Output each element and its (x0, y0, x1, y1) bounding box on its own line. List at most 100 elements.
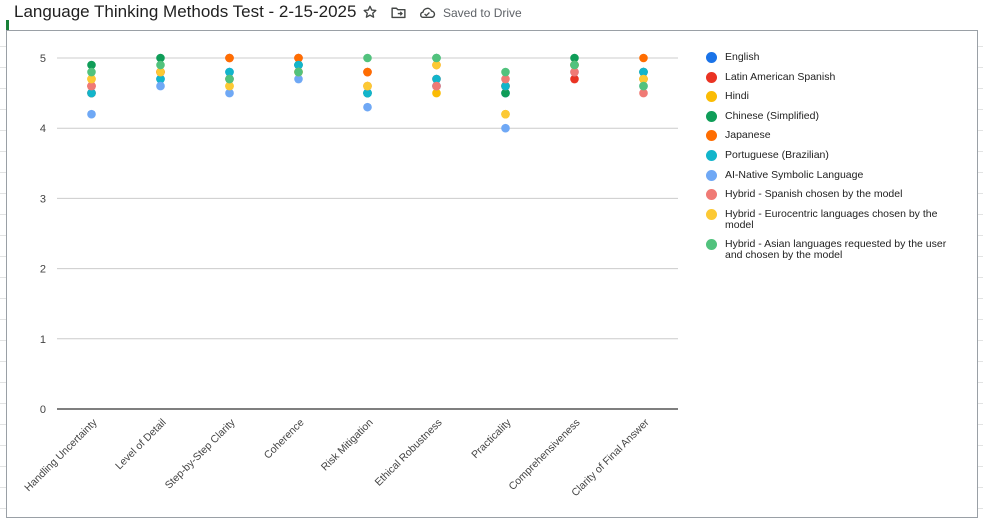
x-tick-label-1: Level of Detail (113, 417, 169, 473)
legend-marker-0 (706, 52, 717, 63)
legend-marker-2 (706, 91, 717, 103)
data-point-s9-c2[interactable] (225, 74, 234, 84)
legend-label-1: Latin American Spanish (725, 70, 836, 83)
legend-item-6[interactable]: AI-Native Symbolic Language (706, 168, 966, 181)
data-point-s4-c4[interactable] (363, 67, 372, 77)
data-point-s7-c8[interactable] (639, 88, 648, 98)
data-point-s9-c7[interactable] (570, 60, 579, 70)
data-point-s1-c7[interactable] (570, 74, 579, 84)
data-point-s8-c0[interactable] (87, 74, 96, 84)
data-point-s3-c7[interactable] (570, 53, 579, 63)
data-point-s8-c4[interactable] (363, 81, 372, 91)
legend-label-4: Japanese (725, 129, 771, 142)
data-point-s6-c0[interactable] (87, 109, 96, 119)
legend-marker-7 (706, 189, 717, 201)
legend-item-0[interactable]: English (706, 52, 966, 63)
legend-marker-6 (706, 169, 717, 181)
x-tick-label-6: Practicality (469, 416, 514, 461)
data-point-s5-c5[interactable] (432, 74, 441, 84)
x-tick-label-5: Ethical Robustness (373, 417, 445, 489)
data-point-s7-c0[interactable] (87, 81, 96, 91)
x-tick-label-4: Risk Mitigation (319, 417, 376, 474)
data-point-s7-c5[interactable] (432, 81, 441, 91)
data-point-s4-c8[interactable] (639, 53, 648, 63)
chart-container[interactable] (6, 30, 978, 518)
legend-marker-8 (706, 208, 717, 220)
data-point-s9-c8[interactable] (639, 81, 648, 91)
document-header: Language Thinking Methods Test - 2-15-20… (0, 0, 983, 26)
legend-item-2[interactable]: Hindi (706, 90, 966, 103)
data-point-s6-c6[interactable] (501, 123, 510, 133)
legend-label-8: Hybrid - Eurocentric languages chosen by… (725, 207, 938, 231)
x-tick-label-7: Comprehensiveness (506, 417, 582, 493)
legend-label-7: Hybrid - Spanish chosen by the model (725, 188, 903, 201)
legend-item-7[interactable]: Hybrid - Spanish chosen by the model (706, 188, 966, 201)
data-point-s3-c1[interactable] (156, 53, 165, 63)
legend-marker-4 (706, 130, 717, 142)
data-point-s5-c3[interactable] (294, 60, 303, 70)
legend-marker-5 (706, 149, 717, 161)
y-tick-label-2: 2 (40, 264, 46, 276)
data-point-s8-c6[interactable] (501, 109, 510, 119)
data-point-s9-c0[interactable] (87, 67, 96, 77)
data-point-s5-c2[interactable] (225, 67, 234, 77)
data-point-s5-c8[interactable] (639, 67, 648, 77)
x-tick-label-3: Coherence (262, 417, 307, 462)
legend-item-9[interactable]: Hybrid - Asian languages requested by th… (706, 239, 966, 261)
data-point-s7-c7[interactable] (570, 67, 579, 77)
legend-label-5: Portuguese (Brazilian) (725, 148, 829, 161)
legend-item-3[interactable]: Chinese (Simplified) (706, 109, 966, 122)
y-tick-label-4: 4 (40, 123, 46, 135)
y-tick-label-1: 1 (40, 334, 46, 346)
data-point-s4-c3[interactable] (294, 53, 303, 63)
data-point-s6-c2[interactable] (225, 88, 234, 98)
data-point-s2-c5[interactable] (432, 88, 441, 98)
data-point-s5-c4[interactable] (363, 88, 372, 98)
x-tick-label-8: Clarity of Final Answer (569, 416, 652, 499)
data-point-s6-c1[interactable] (156, 81, 165, 91)
legend-label-6: AI-Native Symbolic Language (725, 168, 864, 181)
legend-label-9: Hybrid - Asian languages requested by th… (725, 238, 947, 262)
chart-legend: English Latin American Spanish Hindi Chines… (706, 52, 966, 270)
legend-label-2: Hindi (725, 90, 749, 103)
data-point-s8-c1[interactable] (156, 67, 165, 77)
data-point-s5-c6[interactable] (501, 81, 510, 91)
data-point-s4-c2[interactable] (225, 53, 234, 63)
legend-item-4[interactable]: Japanese (706, 129, 966, 142)
y-tick-label-5: 5 (40, 53, 46, 65)
selection-indicator (6, 20, 9, 34)
y-tick-label-0: 0 (40, 404, 46, 416)
data-point-s3-c0[interactable] (87, 60, 96, 70)
save-status: Saved to Drive (443, 6, 522, 20)
data-point-s9-c5[interactable] (432, 53, 441, 63)
data-point-s6-c3[interactable] (294, 74, 303, 84)
legend-label-0: English (725, 51, 760, 63)
data-point-s9-c4[interactable] (363, 53, 372, 63)
x-tick-label-0: Handling Uncertainty (22, 416, 100, 494)
legend-marker-1 (706, 71, 717, 83)
legend-item-1[interactable]: Latin American Spanish (706, 70, 966, 83)
legend-marker-3 (706, 110, 717, 122)
data-point-s8-c2[interactable] (225, 81, 234, 91)
data-point-s3-c6[interactable] (501, 88, 510, 98)
data-point-s6-c4[interactable] (363, 102, 372, 112)
data-point-s8-c5[interactable] (432, 60, 441, 70)
data-point-s9-c6[interactable] (501, 67, 510, 77)
data-point-s5-c0[interactable] (87, 88, 96, 98)
document-title[interactable]: Language Thinking Methods Test - 2-15-20… (14, 2, 357, 21)
data-point-s9-c3[interactable] (294, 67, 303, 77)
y-tick-label-3: 3 (40, 193, 46, 205)
legend-item-5[interactable]: Portuguese (Brazilian) (706, 148, 966, 161)
data-point-s5-c1[interactable] (156, 74, 165, 84)
legend-label-3: Chinese (Simplified) (725, 109, 819, 122)
data-point-s8-c8[interactable] (639, 74, 648, 84)
legend-item-8[interactable]: Hybrid - Eurocentric languages chosen by… (706, 207, 966, 231)
legend-marker-9 (706, 239, 717, 251)
move-to-folder-icon[interactable] (389, 3, 407, 21)
cloud-saved-icon[interactable] (418, 3, 436, 21)
data-point-s9-c1[interactable] (156, 60, 165, 70)
star-icon[interactable] (361, 3, 379, 21)
x-tick-label-2: Step-by-Step Clarity (163, 416, 238, 491)
data-point-s7-c6[interactable] (501, 74, 510, 84)
